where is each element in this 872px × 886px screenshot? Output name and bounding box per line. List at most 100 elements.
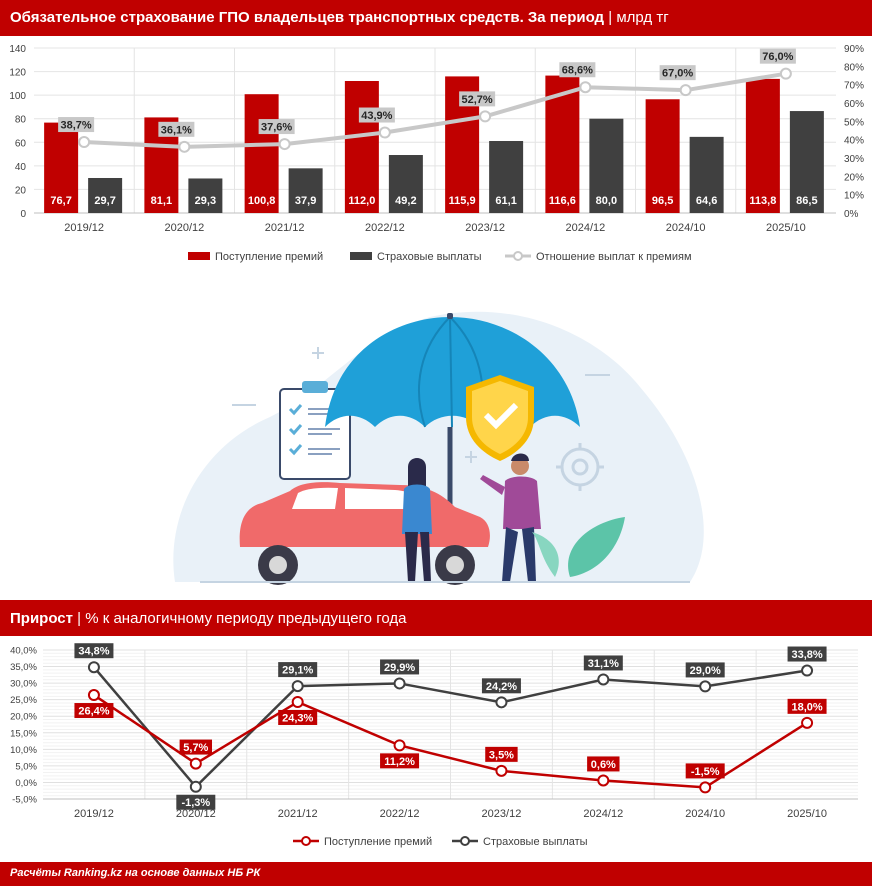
ratio-line: [84, 71, 787, 149]
bar-payouts: [388, 155, 423, 213]
premiums-point: [699, 781, 712, 794]
title-separator: |: [77, 610, 82, 627]
bar-payouts: [689, 136, 724, 213]
bar-label-premiums: 113,8: [749, 195, 776, 207]
payouts-point: [393, 677, 406, 690]
y-tick-label: 20,0%: [10, 712, 37, 723]
legend-ratio-marker: [513, 251, 523, 261]
payouts-label-bg: [278, 662, 318, 678]
payouts-label-bg: [176, 794, 216, 810]
y-tick-label: 35,0%: [10, 662, 37, 673]
x-tick-label: 2023/12: [482, 808, 522, 820]
bottom-chart-title-bar: Прирост | % к аналогичному периоду преды…: [0, 600, 872, 636]
payouts-point: [699, 680, 712, 693]
y-tick-label: 120: [9, 68, 26, 79]
x-tick-label: 2025/10: [787, 808, 827, 820]
y2-tick-label: 40%: [844, 136, 864, 147]
y-tick-label: 10,0%: [10, 745, 37, 756]
bar-label-payouts: 37,9: [295, 195, 316, 207]
y-tick-label: 140: [9, 44, 26, 55]
bar-label-payouts: 29,3: [195, 195, 216, 207]
bar-premiums: [645, 99, 680, 213]
bar-payouts: [589, 118, 624, 213]
y-tick-label: 100: [9, 91, 26, 102]
bar-payouts: [88, 177, 123, 213]
ratio-label: 52,7%: [462, 94, 493, 106]
x-tick-label: 2025/10: [766, 222, 806, 234]
premiums-label-bg: [179, 739, 213, 755]
legend-premiums-marker: [301, 836, 311, 846]
premiums-label: 26,4%: [78, 706, 109, 718]
ratio-point: [78, 136, 91, 149]
y-tick-label: 80: [15, 115, 27, 126]
title-separator: |: [608, 9, 613, 26]
premiums-label: -1,5%: [691, 766, 720, 778]
premiums-point: [87, 689, 100, 702]
ratio-label-bg: [358, 107, 395, 123]
y2-tick-label: 0%: [844, 209, 859, 220]
legend-payouts-label: Страховые выплаты: [483, 836, 588, 848]
legend-ratio-label: Отношение выплат к премиям: [536, 251, 692, 263]
top-chart: 0 20 40 60 80 100 120 140 0% 10% 20% 30% 40% 50% 60% 70…: [9, 44, 864, 263]
ratio-point: [278, 138, 291, 151]
payouts-label: 33,8%: [791, 649, 822, 661]
premiums-line: [93, 693, 808, 789]
bar-label-payouts: 64,6: [696, 195, 717, 207]
bar-label-payouts: 61,1: [495, 195, 516, 207]
payouts-point: [87, 661, 100, 674]
y-tick-label: 0,0%: [15, 778, 37, 789]
premiums-label: 0,6%: [591, 759, 616, 771]
y-tick-label: 20: [15, 185, 27, 196]
bar-payouts: [188, 178, 223, 213]
payouts-label: 34,8%: [78, 646, 109, 658]
x-tick-label: 2024/10: [666, 222, 706, 234]
premiums-label-bg: [685, 763, 725, 779]
payouts-label: -1,3%: [181, 797, 210, 809]
x-tick-label: 2021/12: [265, 222, 305, 234]
premiums-label: 24,3%: [282, 712, 313, 724]
gear-icon: [556, 443, 604, 491]
y2-tick-label: 50%: [844, 117, 864, 128]
footer-source: Расчёты Ranking.kz на основе данных НБ Р…: [10, 867, 261, 879]
legend-premiums-label: Поступление премий: [324, 836, 432, 848]
legend-payouts-swatch: [350, 252, 372, 260]
car-insurance-illustration: [173, 311, 704, 585]
bar-premiums: [44, 122, 79, 213]
payouts-point: [495, 696, 508, 709]
woman-figure: [402, 458, 432, 582]
premiums-point: [597, 774, 610, 787]
y-tick-label: 40: [15, 162, 27, 173]
bar-label-premiums: 100,8: [248, 195, 276, 207]
payouts-point: [597, 673, 610, 686]
y2-tick-label: 30%: [844, 154, 864, 165]
bar-label-payouts: 29,7: [94, 195, 115, 207]
ratio-label: 76,0%: [762, 51, 793, 63]
bar-premiums: [745, 78, 780, 213]
ratio-label-bg: [459, 91, 496, 107]
premiums-label-bg: [787, 698, 827, 714]
bar-premiums: [344, 81, 379, 213]
bar-label-premiums: 115,9: [449, 195, 476, 207]
payouts-point: [801, 664, 814, 677]
ratio-label-bg: [759, 48, 796, 64]
payouts-label-bg: [380, 659, 420, 675]
leaf-plants: [532, 517, 625, 577]
bottom-chart: -5,0% 0,0% 5,0% 10,0% 15,0% 20,0% 25,0% 30,0% 35…: [10, 643, 858, 848]
premiums-point: [393, 739, 406, 752]
premiums-point: [801, 716, 814, 729]
payouts-label-bg: [583, 655, 623, 671]
y-tick-label: 30,0%: [10, 679, 37, 690]
payouts-label: 24,2%: [486, 681, 517, 693]
payouts-label-bg: [481, 678, 521, 694]
premiums-label: 11,2%: [384, 756, 415, 768]
x-tick-label: 2024/10: [685, 808, 725, 820]
y2-tick-label: 70%: [844, 81, 864, 92]
ratio-point: [378, 126, 391, 139]
x-tick-label: 2019/12: [64, 222, 104, 234]
y-tick-label: 15,0%: [10, 728, 37, 739]
ratio-label-bg: [258, 119, 295, 135]
legend-payouts-marker: [460, 836, 470, 846]
footer-bar: Расчёты Ranking.kz на основе данных НБ Р…: [0, 862, 872, 886]
y2-tick-label: 10%: [844, 191, 864, 202]
ratio-label: 36,1%: [161, 124, 192, 136]
